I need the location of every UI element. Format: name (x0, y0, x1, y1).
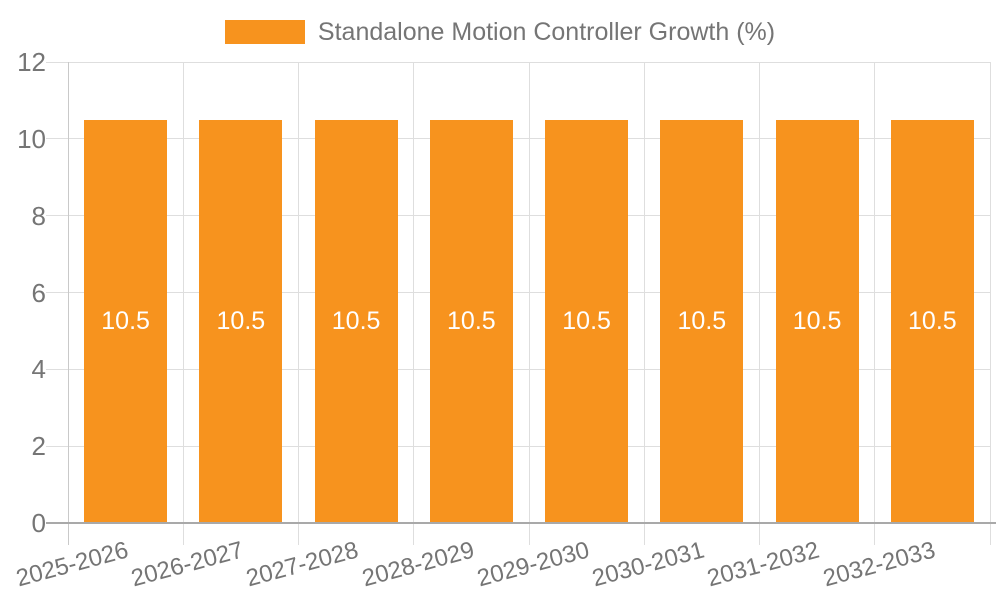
bar-value-label: 10.5 (677, 307, 727, 336)
x-tick-label: 2025-2026 (13, 536, 131, 593)
v-gridline (298, 62, 299, 545)
y-axis-line (67, 62, 69, 545)
x-tick-label: 2032-2033 (819, 536, 938, 593)
plot-area: 10.5 10.5 10.5 10.5 10.5 10.5 10.5 10.5 (46, 61, 996, 545)
y-gridline (46, 215, 990, 217)
x-tick-label: 2027-2028 (243, 536, 362, 593)
bar[interactable]: 10.5 (84, 119, 168, 523)
bar[interactable]: 10.5 (660, 119, 744, 523)
y-tick-label: 2 (31, 431, 46, 462)
v-gridline (759, 62, 760, 545)
bar[interactable]: 10.5 (545, 119, 629, 523)
bar[interactable]: 10.5 (890, 119, 974, 523)
y-tick-label: 10 (17, 123, 46, 154)
v-gridline (182, 62, 184, 545)
bar[interactable]: 10.5 (775, 119, 859, 523)
y-gridline (46, 138, 990, 140)
y-tick-label: 12 (17, 47, 46, 77)
bar-value-label: 10.5 (101, 307, 150, 336)
x-tick-label: 2028-2029 (358, 536, 477, 593)
y-gridline (46, 292, 990, 293)
x-tick-label: 2029-2030 (474, 536, 592, 593)
x-tick-label: 2031-2032 (704, 536, 823, 593)
bar[interactable]: 10.5 (314, 119, 398, 523)
x-axis-line (46, 522, 996, 524)
x-tick-label: 2030-2031 (589, 536, 708, 593)
bar-value-label: 10.5 (331, 307, 381, 336)
bar-value-label: 10.5 (562, 307, 611, 336)
bar-value-label: 10.5 (792, 307, 842, 336)
legend: Standalone Motion Controller Growth (%) (0, 19, 1000, 45)
bar-value-label: 10.5 (447, 307, 496, 336)
bar-value-label: 10.5 (908, 307, 957, 336)
bar-value-label: 10.5 (216, 307, 266, 336)
v-gridline (528, 62, 530, 545)
y-tick-label: 6 (31, 277, 46, 308)
v-gridline (874, 62, 876, 545)
y-tick-label: 0 (31, 508, 46, 538)
bar[interactable]: 10.5 (199, 119, 283, 523)
y-tick-label: 8 (31, 200, 46, 231)
y-gridline (46, 445, 990, 447)
v-gridline (989, 62, 991, 545)
v-gridline (413, 62, 415, 545)
y-gridline (46, 368, 990, 370)
v-gridline (643, 62, 645, 545)
y-tick-label: 4 (31, 354, 46, 385)
bar[interactable]: 10.5 (429, 119, 513, 523)
y-gridline (46, 61, 990, 63)
legend-swatch (224, 20, 305, 44)
legend-label: Standalone Motion Controller Growth (%) (317, 18, 776, 46)
x-tick-label: 2026-2027 (128, 536, 247, 593)
